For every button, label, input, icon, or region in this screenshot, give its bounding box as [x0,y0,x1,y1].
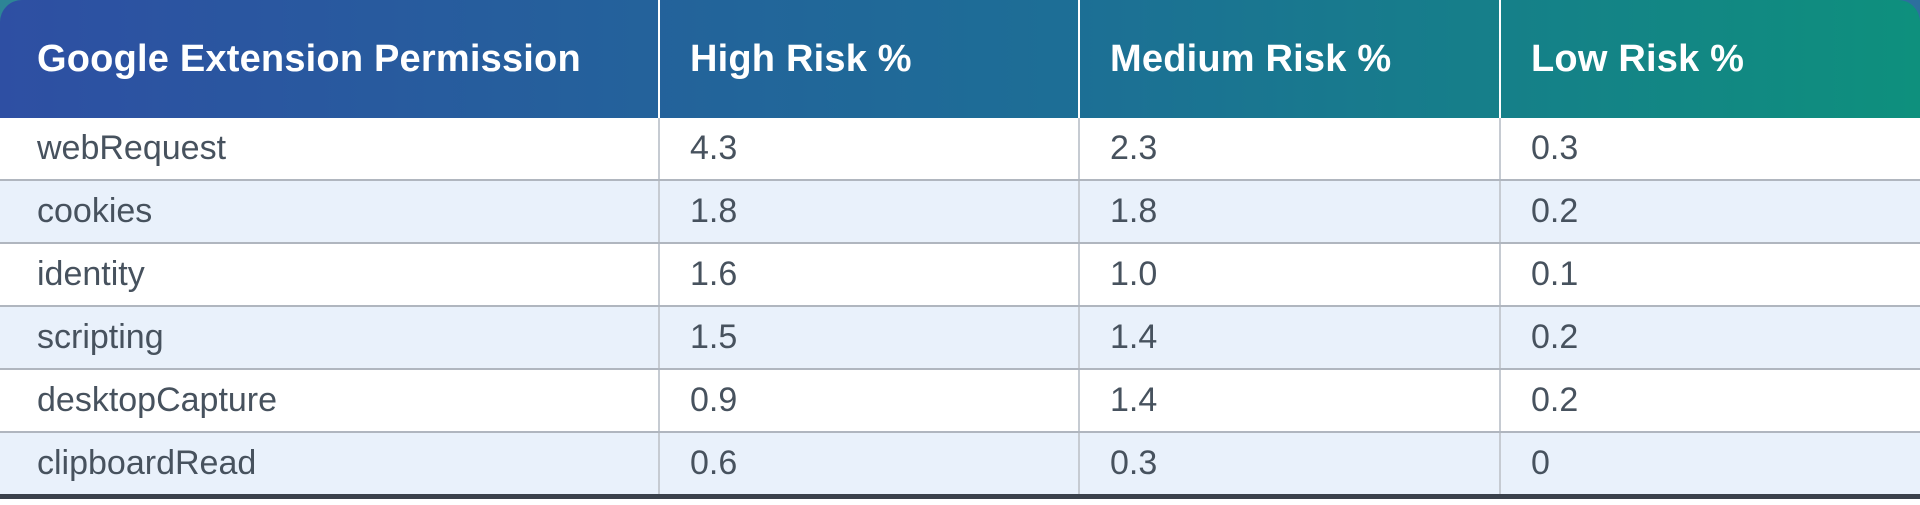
column-header-permission: Google Extension Permission [37,37,581,80]
table-row-desktopcapture: desktopCapture 0.9 1.4 0.2 [0,368,1920,431]
cell-high-risk: 1.6 [658,244,1078,305]
column-header-high-risk: High Risk % [658,0,1078,118]
cell-high-risk: 4.3 [658,118,1078,179]
table-row-identity: identity 1.6 1.0 0.1 [0,242,1920,305]
column-header-low-risk: Low Risk % [1499,0,1920,118]
cell-low-risk: 0.2 [1499,370,1920,431]
cell-low-risk: 0.3 [1499,118,1920,179]
cell-medium-risk: 0.3 [1078,433,1499,494]
cell-permission: cookies [37,192,153,230]
table-bottom-border [0,494,1920,499]
table-row-webrequest: webRequest 4.3 2.3 0.3 [0,118,1920,179]
cell-high-risk: 1.5 [658,307,1078,368]
cell-permission: identity [37,255,145,293]
table-header-row: Google Extension Permission High Risk % … [0,0,1920,118]
table-row-cookies: cookies 1.8 1.8 0.2 [0,179,1920,242]
table-row-scripting: scripting 1.5 1.4 0.2 [0,305,1920,368]
cell-low-risk: 0 [1499,433,1920,494]
cell-medium-risk: 2.3 [1078,118,1499,179]
cell-permission: webRequest [37,129,227,167]
column-header-medium-risk: Medium Risk % [1078,0,1499,118]
cell-low-risk: 0.2 [1499,181,1920,242]
cell-medium-risk: 1.8 [1078,181,1499,242]
bottom-whitespace [0,499,1920,505]
table-row-clipboardread: clipboardRead 0.6 0.3 0 [0,431,1920,494]
cell-high-risk: 1.8 [658,181,1078,242]
cell-permission: desktopCapture [37,381,278,419]
table-body: webRequest 4.3 2.3 0.3 cookies 1.8 1.8 0… [0,118,1920,494]
cell-medium-risk: 1.4 [1078,307,1499,368]
cell-high-risk: 0.6 [658,433,1078,494]
cell-permission: scripting [37,318,164,356]
cell-high-risk: 0.9 [658,370,1078,431]
cell-low-risk: 0.2 [1499,307,1920,368]
cell-low-risk: 0.1 [1499,244,1920,305]
cell-medium-risk: 1.0 [1078,244,1499,305]
cell-permission: clipboardRead [37,444,257,482]
cell-medium-risk: 1.4 [1078,370,1499,431]
